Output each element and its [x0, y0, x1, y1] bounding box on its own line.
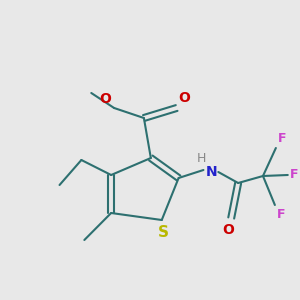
Text: O: O — [222, 223, 234, 237]
Text: H: H — [197, 152, 206, 164]
Text: O: O — [99, 92, 111, 106]
Text: S: S — [158, 225, 169, 240]
Text: O: O — [178, 91, 190, 105]
Text: F: F — [278, 132, 286, 145]
Text: N: N — [206, 165, 217, 179]
Text: F: F — [290, 169, 298, 182]
Text: F: F — [277, 208, 285, 221]
